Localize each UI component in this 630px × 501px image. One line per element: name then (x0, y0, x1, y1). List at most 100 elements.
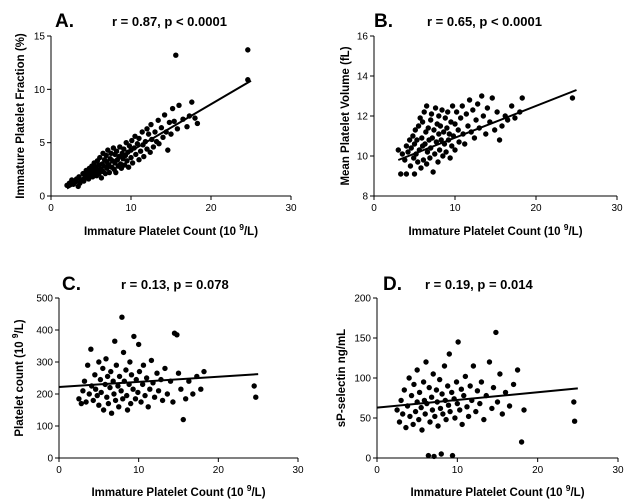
panel-c-data-point (182, 396, 189, 402)
panel-b-data-point (395, 147, 401, 153)
panel-d-data-point (467, 383, 473, 389)
panel-b-data-point (415, 159, 421, 165)
panel-b-data-point (456, 139, 462, 145)
panel-d-y-tick-label: 0 (365, 454, 371, 465)
panel-c-data-point (100, 407, 107, 413)
panel-b-data-point (416, 147, 423, 153)
panel-b-data-point (423, 103, 430, 109)
panel-b-data-point (423, 161, 430, 167)
panel-d-data-point (449, 389, 455, 396)
panel-c-data-point (198, 386, 204, 392)
panel-b-data-point (489, 95, 495, 101)
panel-d-y-tick-label: 150 (354, 334, 371, 345)
panel-d-data-point (439, 391, 445, 397)
panel-d-data-point (489, 405, 495, 412)
panel-a-data-point (139, 129, 145, 135)
panel-c-data-point (107, 384, 113, 391)
panel-b-data-point (449, 143, 455, 149)
panel-a-data-point (173, 52, 179, 58)
panel-d-data-point (459, 421, 465, 428)
panel-c-data-point (194, 373, 200, 380)
panel-b-data-point (448, 119, 454, 125)
panel-a-data-point (97, 154, 103, 161)
panel-c-data-point (112, 338, 118, 344)
panel-c-y-axis-title: Platelet count (10 9/L) (10, 319, 26, 436)
panel-c-data-point (86, 391, 92, 397)
panel-b-regression-line (397, 89, 577, 161)
panel-a-data-point (144, 126, 150, 132)
panel-d-data-point (486, 359, 493, 365)
panel-b-data-point (452, 147, 458, 153)
panel-c-data-point (115, 383, 121, 389)
panel-d-data-point (454, 400, 461, 407)
panel-a-data-point (148, 121, 154, 128)
panel-c-data-point (159, 397, 166, 404)
panel-c-data-point (164, 391, 171, 397)
panel-b-data-point (512, 115, 518, 121)
panel-a-data-point (129, 160, 136, 166)
panel-c-data-point (148, 357, 155, 364)
panel-d-data-point (473, 408, 479, 415)
panel-b-x-tick-label: 0 (371, 203, 377, 214)
panel-a-data-point (166, 119, 173, 126)
panel-c-data-point (96, 402, 102, 408)
panel-d-data-point (446, 351, 452, 357)
panel-d-data-point (444, 383, 451, 389)
panel-b-data-point (457, 115, 464, 121)
panel-b-data-point (436, 131, 442, 137)
panel-d-data-point (438, 451, 444, 457)
panel-c-data-point (121, 378, 128, 384)
panel-c-data-point (128, 372, 135, 378)
panel-b-data-point (406, 137, 413, 143)
panel-c-x-tick-label: 10 (133, 465, 145, 476)
panel-b-y-axis-title: Mean Platelet Volume (fL) (340, 46, 352, 185)
panel-b-x-tick-label: 30 (611, 203, 623, 214)
panel-d-data-point (474, 388, 481, 394)
panel-d-data-point (461, 392, 467, 399)
panel-a-data-point (142, 138, 149, 145)
panel-b-data-point (474, 101, 481, 107)
panel-d-data-point (427, 419, 433, 425)
panel-c-data-point (110, 378, 116, 384)
panel-c-data-point (108, 368, 114, 375)
panel-a-data-point (124, 158, 130, 164)
panel-a-data-point (180, 116, 186, 122)
panel-a-data-point (160, 134, 166, 141)
panel-a-data-point (145, 131, 152, 137)
panel-c-data-point (142, 392, 148, 399)
panel-a-data-point (163, 129, 169, 135)
panel-c-data-point (81, 378, 88, 384)
panel-a-data-point (134, 141, 141, 147)
panel-d-data-point (412, 408, 419, 415)
panel-c-data-point (97, 376, 104, 383)
panel-d-data-point (464, 404, 470, 410)
panel-a-data-point (156, 141, 162, 147)
panel-c-y-tick-label: 100 (36, 422, 53, 433)
panel-a-data-point (121, 146, 127, 152)
panel-d-data-point (462, 373, 469, 380)
panel-d-data-point (425, 452, 432, 459)
panel-c-data-point (178, 386, 184, 392)
panel-d-stats: r = 0.19, p = 0.014 (425, 277, 533, 292)
panel-c-data-point (132, 396, 139, 402)
panel-a-data-point (192, 115, 198, 121)
panel-a-y-tick-label: 5 (39, 138, 45, 149)
panel-b-letter: B. (374, 11, 393, 32)
panel-d-data-point (502, 389, 509, 396)
panel-b-y-tick-label: 16 (357, 32, 369, 43)
panel-a-data-point (131, 145, 137, 151)
panel-b-data-point (471, 135, 478, 141)
panel-b-data-point (491, 127, 498, 133)
panel-d-data-point (403, 424, 409, 431)
panel-b-data-point (410, 155, 417, 161)
panel-a-letter: A. (55, 11, 74, 32)
panel-c-data-point (155, 388, 162, 394)
panel-b-data-point (420, 157, 427, 163)
panel-b-data-point (432, 105, 439, 111)
panel-b-data-point (463, 111, 470, 117)
panel-a-data-point (174, 126, 181, 132)
panel-d-data-point (436, 376, 443, 383)
panel-b-data-point (437, 123, 444, 129)
panel-a-data-point (152, 129, 158, 135)
